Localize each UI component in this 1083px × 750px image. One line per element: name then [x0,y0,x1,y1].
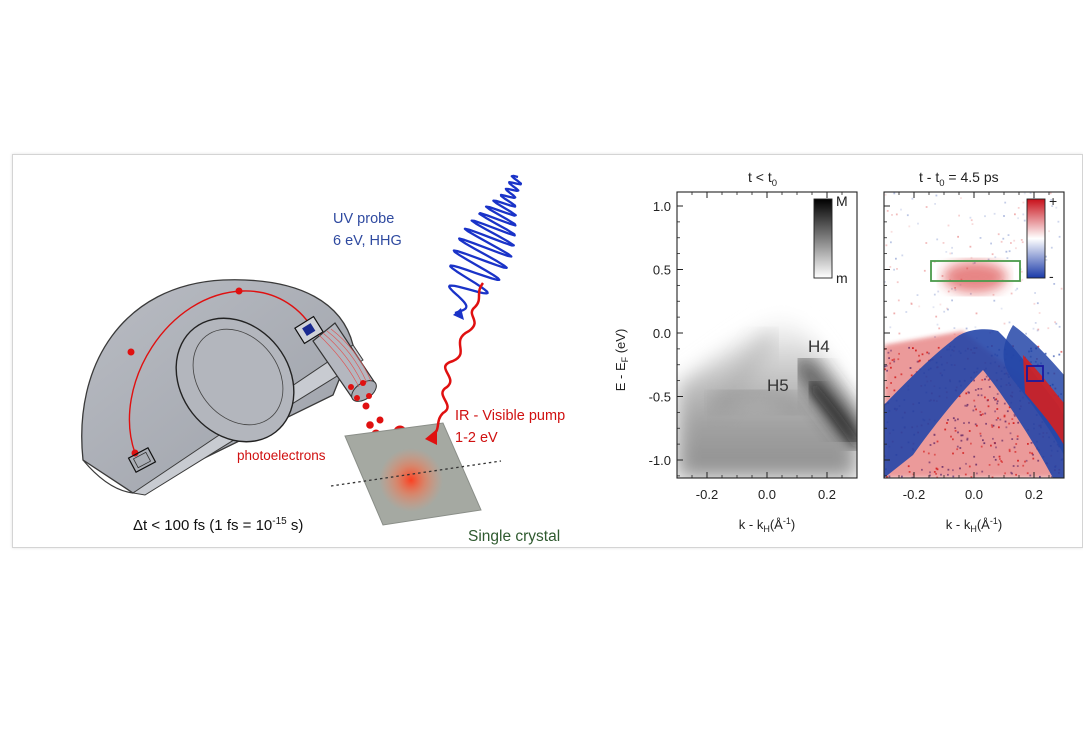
x-tick-label: -0.2 [696,487,718,502]
band-label-h4: H4 [808,337,830,356]
hemispherical-analyzer [81,279,364,496]
uv-probe-label: UV probe [333,211,394,227]
photoelectrons-label: photoelectrons [237,448,326,463]
single-crystal [330,422,502,526]
crystal-label: Single crystal [468,528,560,545]
plot-right-x-ticks: -0.2 0.0 0.2 [898,192,1050,502]
y-tick-label: 0.5 [653,263,671,278]
colorbar-min-label: m [836,270,848,286]
uv-probe-pulse [448,174,523,320]
colorbar-max-label: M [836,193,848,209]
figure-svg: UV probe 6 eV, HHG IR - Visible pump 1-2… [81,169,1065,545]
arpes-plot-before-pump: t < t0 M m H4 H5 1.0 0.5 0.0 -0.5 -1.0 -0.2 0… [613,169,858,534]
colorbar-positive-label: + [1049,193,1057,209]
pump-label: IR - Visible pump [455,408,565,424]
electron-lens [312,322,377,402]
y-tick-label: -1.0 [649,453,671,468]
figure-panel: UV probe 6 eV, HHG IR - Visible pump 1-2… [12,154,1083,548]
colorbar-difference [1026,198,1046,279]
y-tick-label: 1.0 [653,199,671,214]
colorbar-intensity [813,198,833,279]
y-tick-label: 0.0 [653,326,671,341]
ir-pump-pulse [425,282,485,445]
plot-right-title: t - t0 = 4.5 ps [919,169,999,189]
x-tick-label: 0.0 [758,487,776,502]
colorbar-negative-label: - [1049,268,1054,284]
y-tick-label: -0.5 [649,390,671,405]
plot-right-y-ticks [884,205,890,477]
x-tick-label: 0.2 [818,487,836,502]
plot-left-title: t < t0 [748,169,777,189]
x-tick-label: 0.2 [1025,487,1043,502]
band-intensity-map [677,192,857,478]
plot-left-y-label: E - EF (eV) [613,329,630,392]
roi-blue-box [1026,365,1044,382]
uv-probe-energy: 6 eV, HHG [333,233,402,249]
x-tick-label: -0.2 [903,487,925,502]
x-tick-label: 0.0 [965,487,983,502]
plot-left-x-label: k - kH(Å-1) [739,516,795,534]
roi-green-box [930,260,1021,282]
pump-energy: 1-2 eV [455,430,498,446]
time-resolution-label: Δt < 100 fs (1 fs = 10-15 s) [133,516,303,534]
arpes-plot-after-pump: t - t0 = 4.5 ps + - -0.2 0.0 0.2 k - kH(Å-… [883,169,1065,534]
difference-intensity-map [884,192,1064,478]
plot-left-x-ticks: -0.2 0.0 0.2 [691,192,843,502]
plot-right-x-label: k - kH(Å-1) [946,516,1002,534]
plot-left-y-ticks: 1.0 0.5 0.0 -0.5 -1.0 [649,199,683,477]
band-label-h5: H5 [767,376,789,395]
